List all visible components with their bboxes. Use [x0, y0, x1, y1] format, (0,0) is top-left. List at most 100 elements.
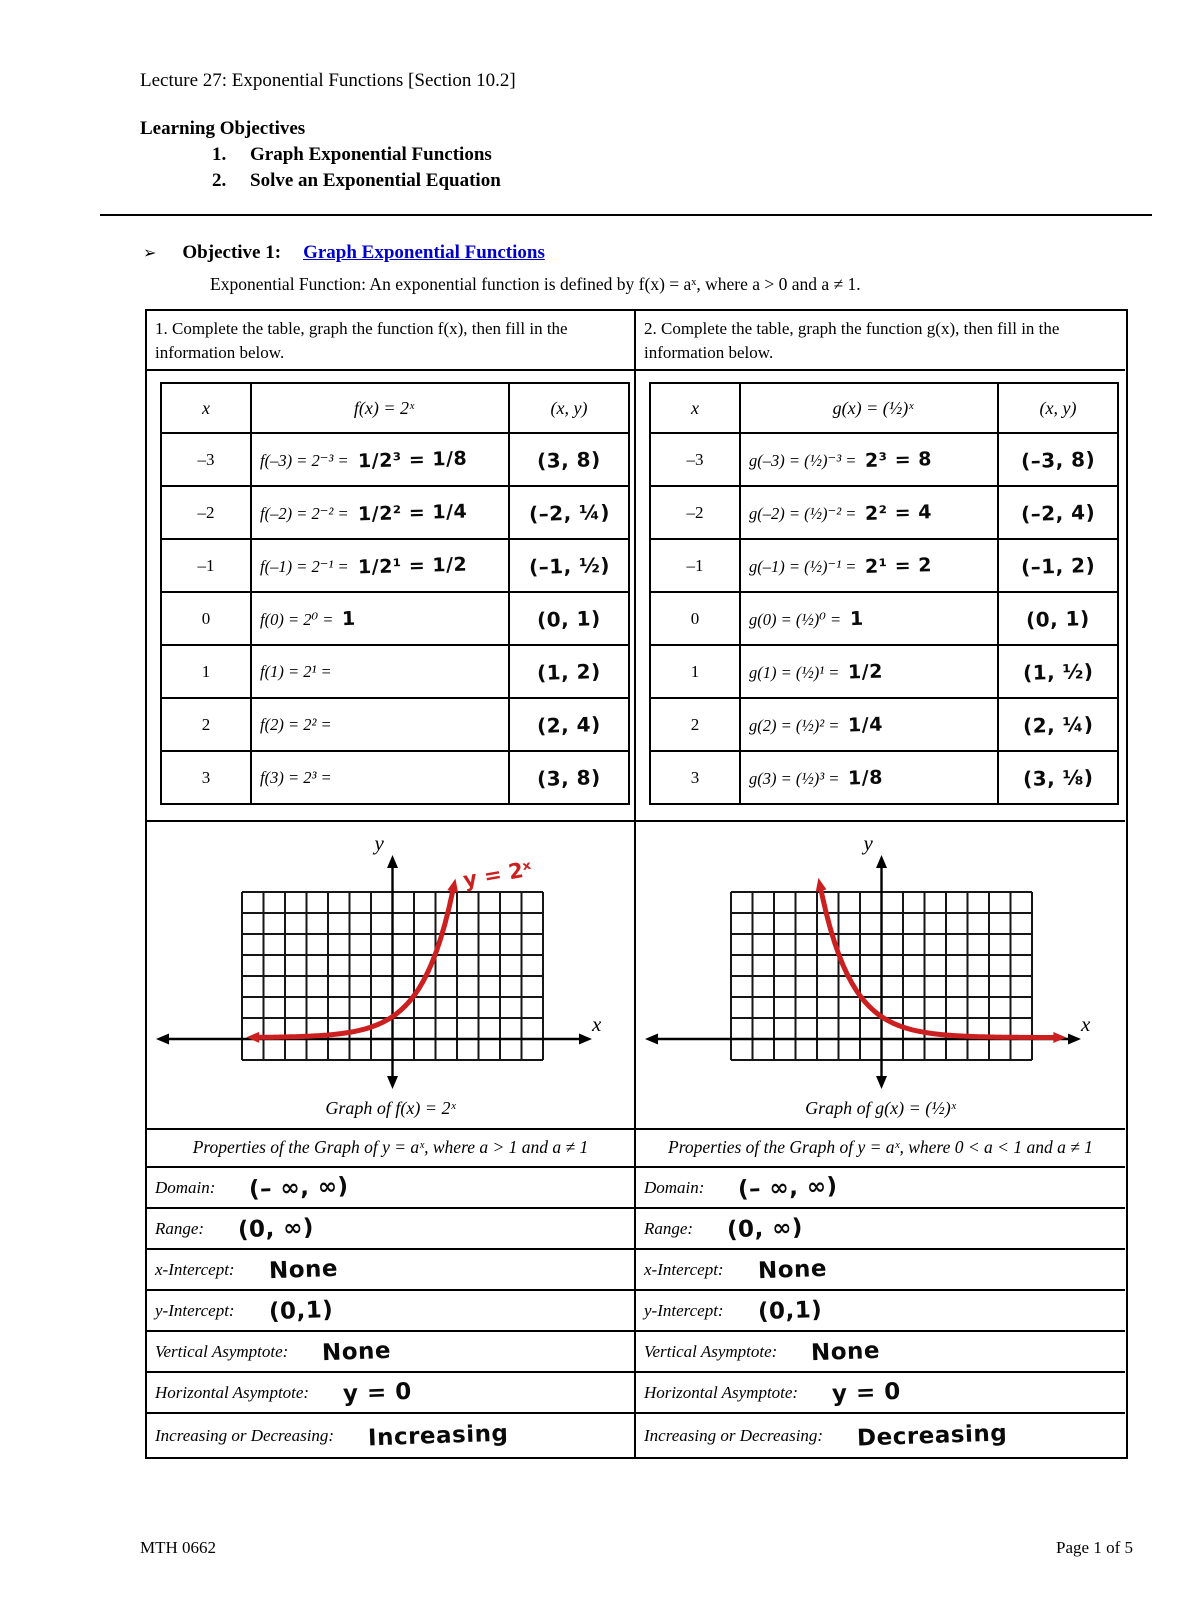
graph-caption-f: Graph of f(x) = 2ˣ	[325, 1098, 456, 1118]
handwritten-work: 1	[342, 607, 357, 630]
function-expression-cell: f(–1) = 2⁻¹ = 1/2¹ = 1/2	[250, 538, 510, 593]
handwritten-coordinate: (1, ½)	[1022, 658, 1094, 685]
property-label: Range:	[644, 1218, 694, 1238]
function-expression-cell: f(–2) = 2⁻² = 1/2² = 1/4	[250, 485, 510, 540]
objective1-label: Objective 1:	[182, 242, 282, 263]
printed-expression: f(–3) = 2⁻³ =	[260, 450, 349, 470]
handwritten-answer: None	[810, 1337, 881, 1366]
header-function: g(x) = (½)ˣ	[739, 382, 999, 434]
printed-expression: f(1) = 2¹ =	[260, 661, 332, 681]
learning-objective-2: 2. Solve an Exponential Equation	[212, 170, 1200, 192]
table-row: 0 g(0) = (½)⁰ = 1 (0, 1)	[649, 591, 1119, 646]
handwritten-answer: (– ∞, ∞)	[738, 1172, 839, 1203]
x-value: 1	[160, 644, 252, 699]
printed-expression: g(3) = (½)³ =	[749, 768, 840, 788]
instruction-2: 2. Complete the table, graph the functio…	[636, 311, 1125, 371]
handwritten-work: 1	[849, 607, 865, 630]
coordinate-cell: (0, 1)	[997, 591, 1119, 646]
printed-expression: g(0) = (½)⁰ =	[749, 609, 842, 629]
coordinate-cell: (2, 4)	[508, 697, 630, 752]
coordinate-cell: (0, 1)	[508, 591, 630, 646]
svg-text:y: y	[373, 831, 385, 855]
printed-expression: f(2) = 2² =	[260, 714, 332, 734]
header-xy: (x, y)	[508, 382, 630, 434]
handwritten-coordinate: (–1, 2)	[1020, 552, 1096, 579]
handwritten-answer: None	[757, 1255, 828, 1284]
function-table-cell-g: x g(x) = (½)ˣ (x, y) –3 g(–3) = (½)⁻³ = 2³…	[636, 382, 1125, 822]
worksheet-table: 1. Complete the table, graph the functio…	[145, 309, 1128, 1459]
x-value: –3	[649, 432, 741, 487]
properties-list-g: Domain: (– ∞, ∞) Range: (0, ∞) x-Intercept: N…	[636, 1168, 1125, 1457]
handwritten-answer: (0, ∞)	[237, 1214, 315, 1243]
objective1-line: ➢ Objective 1: Graph Exponential Functions	[143, 242, 1200, 264]
printed-expression: g(–3) = (½)⁻³ =	[749, 450, 857, 470]
coordinate-cell: (–3, 8)	[997, 432, 1119, 487]
coordinate-cell: (2, ¼)	[997, 697, 1119, 752]
x-value: 2	[649, 697, 741, 752]
function-table-f: x f(x) = 2ˣ (x, y) –3 f(–3) = 2⁻³ = 1/2³ =…	[160, 382, 630, 805]
printed-expression: f(–2) = 2⁻² =	[260, 503, 349, 523]
table-row: 1 g(1) = (½)¹ = 1/2 (1, ½)	[649, 644, 1119, 699]
printed-expression: f(–1) = 2⁻¹ =	[260, 556, 349, 576]
header-function: f(x) = 2ˣ	[250, 382, 510, 434]
function-expression-cell: f(1) = 2¹ =	[250, 644, 510, 699]
handwritten-coordinate: (–3, 8)	[1020, 446, 1096, 473]
table-row: 2 g(2) = (½)² = 1/4 (2, ¼)	[649, 697, 1119, 752]
table-header-row: x f(x) = 2ˣ (x, y)	[160, 382, 630, 434]
property-row: Horizontal Asymptote: y = 0	[636, 1373, 1125, 1414]
handwritten-work: 1/2¹ = 1/2	[357, 553, 468, 578]
function-expression-cell: g(–3) = (½)⁻³ = 2³ = 8	[739, 432, 999, 487]
coordinate-cell: (–1, ½)	[508, 538, 630, 593]
function-expression-cell: f(0) = 2⁰ = 1	[250, 591, 510, 646]
printed-expression: g(2) = (½)² =	[749, 715, 840, 735]
property-row: Vertical Asymptote: None	[636, 1332, 1125, 1373]
property-label: Increasing or Decreasing:	[155, 1425, 335, 1445]
page-footer: MTH 0662 Page 1 of 5	[140, 1538, 1133, 1558]
property-row: Range: (0, ∞)	[636, 1209, 1125, 1250]
handwritten-coordinate: (2, ¼)	[1022, 711, 1094, 738]
handwritten-coordinate: (–1, ½)	[528, 552, 610, 579]
property-label: y-Intercept:	[644, 1300, 724, 1320]
handwritten-work: 2¹ = 2	[865, 553, 933, 578]
property-row: Horizontal Asymptote: y = 0	[147, 1373, 634, 1414]
property-label: Domain:	[155, 1177, 216, 1197]
x-value: 3	[649, 750, 741, 805]
handwritten-work: 1/2² = 1/4	[357, 500, 468, 525]
handwritten-work: 2² = 4	[865, 500, 933, 525]
handwritten-coordinate: (0, 1)	[536, 605, 602, 632]
property-row: Range: (0, ∞)	[147, 1209, 634, 1250]
course-code: MTH 0662	[140, 1538, 217, 1557]
header-xy: (x, y)	[997, 382, 1119, 434]
coordinate-cell: (–2, 4)	[997, 485, 1119, 540]
horizontal-divider	[100, 214, 1152, 216]
property-label: Horizontal Asymptote:	[155, 1382, 310, 1402]
svg-text:x: x	[1080, 1012, 1091, 1036]
property-row: x-Intercept: None	[636, 1250, 1125, 1291]
property-row: Vertical Asymptote: None	[147, 1332, 634, 1373]
arrow-bullet-icon: ➢	[143, 243, 157, 262]
table-row: –1 f(–1) = 2⁻¹ = 1/2¹ = 1/2 (–1, ½)	[160, 538, 630, 593]
property-row: y-Intercept: (0,1)	[636, 1291, 1125, 1332]
handwritten-work: 1/4	[848, 713, 884, 736]
graph-cell-f: y x y = 2ˣ Graph of f(x) = 2ˣ	[147, 822, 634, 1130]
table-row: –3 g(–3) = (½)⁻³ = 2³ = 8 (–3, 8)	[649, 432, 1119, 487]
coordinate-cell: (3, ⅛)	[997, 750, 1119, 805]
handwritten-coordinate: (3, ⅛)	[1022, 764, 1094, 791]
objective1-link[interactable]: Graph Exponential Functions	[303, 242, 545, 263]
x-value: 0	[160, 591, 252, 646]
property-row: Increasing or Decreasing: Decreasing	[636, 1414, 1125, 1457]
coordinate-cell: (–1, 2)	[997, 538, 1119, 593]
property-row: Domain: (– ∞, ∞)	[636, 1168, 1125, 1209]
column-g: 2. Complete the table, graph the functio…	[636, 311, 1125, 1457]
svg-text:x: x	[591, 1012, 602, 1036]
function-expression-cell: g(2) = (½)² = 1/4	[739, 697, 999, 752]
x-value: 1	[649, 644, 741, 699]
handwritten-coordinate: (2, 4)	[536, 711, 602, 738]
printed-expression: f(0) = 2⁰ =	[260, 609, 334, 629]
printed-expression: g(1) = (½)¹ =	[749, 662, 840, 682]
handwritten-answer: y = 0	[831, 1378, 902, 1407]
x-value: –2	[160, 485, 252, 540]
objective-number: 2.	[212, 170, 227, 191]
coordinate-cell: (1, ½)	[997, 644, 1119, 699]
property-label: Range:	[155, 1218, 205, 1238]
